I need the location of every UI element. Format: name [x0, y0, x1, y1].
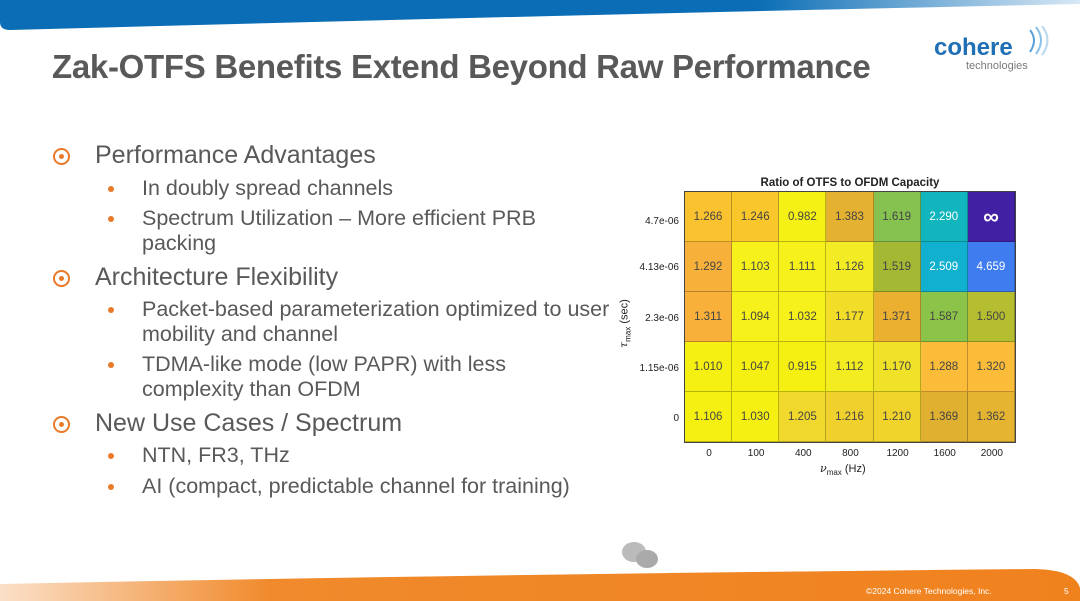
heatmap-cell: 1.094: [732, 292, 780, 342]
sub-bullet: In doubly spread channels: [142, 176, 394, 200]
heatmap-cell: 1.311: [685, 292, 733, 342]
bullet-heading: Performance Advantages: [95, 141, 376, 169]
heatmap-cell: 1.587: [920, 292, 968, 342]
heatmap-cell: 0.982: [779, 192, 827, 242]
signal-waves-icon: [1029, 26, 1049, 56]
heatmap-cell: 1.210: [873, 392, 921, 442]
heatmap-cell: 1.205: [779, 392, 827, 442]
heatmap-cell: 1.619: [873, 192, 921, 242]
chart-title: Ratio of OTFS to OFDM Capacity: [760, 177, 940, 189]
x-tick-label: 2000: [980, 448, 1003, 459]
x-tick-label: 1200: [886, 448, 909, 459]
heatmap-cell: 1.500: [967, 292, 1015, 342]
x-tick-label: 1600: [933, 448, 956, 459]
heatmap-cell: 1.288: [920, 342, 968, 392]
sub-bullet-marker-icon: [108, 216, 114, 222]
heatmap-cell: 1.177: [826, 292, 874, 342]
x-tick-label: 0: [706, 448, 712, 459]
sub-bullet-marker-icon: [108, 453, 114, 459]
heatmap-cell: 1.047: [732, 342, 780, 392]
header-banner: [0, 0, 1080, 30]
heatmap-cell: 1.383: [826, 192, 874, 242]
company-logo: cohere technologies: [934, 26, 1054, 76]
y-tick-label: 0: [673, 413, 679, 424]
page-number: 5: [1064, 586, 1069, 596]
y-tick-label: 4.13e-06: [639, 262, 679, 273]
wechat-watermark-icon: [622, 542, 658, 568]
x-axis-label: νmax (Hz): [820, 462, 866, 478]
heatmap-cell: 0.915: [779, 342, 827, 392]
heatmap-cell: 1.010: [685, 342, 733, 392]
heatmap-cell: 1.216: [826, 392, 874, 442]
heatmap-cell: 1.032: [779, 292, 827, 342]
sub-bullet-marker-icon: [108, 307, 114, 313]
logo-wordmark: cohere: [934, 34, 1013, 61]
heatmap-cell: 1.103: [732, 242, 780, 292]
x-tick-label: 800: [842, 448, 859, 459]
heatmap-cell: ∞: [967, 192, 1015, 242]
heatmap-cell: 1.292: [685, 242, 733, 292]
heatmap-cell: 1.369: [920, 392, 968, 442]
heatmap-cell: 2.290: [920, 192, 968, 242]
bullet-marker-icon: [53, 270, 70, 287]
heatmap-cell: 1.170: [873, 342, 921, 392]
sub-bullet: Packet-based parameterization optimized …: [142, 297, 610, 346]
heatmap-cell: 2.509: [920, 242, 968, 292]
heatmap-cell: 1.266: [685, 192, 733, 242]
heatmap-cell: 1.519: [873, 242, 921, 292]
bullet-marker-icon: [53, 148, 70, 165]
copyright: ©2024 Cohere Technologies, Inc.: [866, 586, 992, 596]
sub-bullet: Spectrum Utilization – More efficient PR…: [142, 206, 536, 255]
sub-bullet-marker-icon: [108, 362, 114, 368]
heatmap-cell: 1.111: [779, 242, 827, 292]
sub-bullet: NTN, FR3, THz: [142, 443, 290, 467]
heatmap-cell: 1.106: [685, 392, 733, 442]
footer-banner: [0, 569, 1080, 601]
heatmap-grid: 1.266 1.246 0.982 1.383 1.619 2.290 ∞ 1.292 1.10…: [684, 191, 1016, 443]
heatmap-cell: 1.362: [967, 392, 1015, 442]
y-tick-label: 2.3e-06: [645, 313, 679, 324]
sub-bullet-marker-icon: [108, 186, 114, 192]
x-tick-label: 400: [794, 448, 812, 459]
y-axis-label: τmax (sec): [617, 299, 633, 348]
logo-tagline: technologies: [966, 60, 1028, 72]
bullet-heading: New Use Cases / Spectrum: [95, 409, 403, 437]
y-tick-label: 1.15e-06: [639, 363, 679, 374]
heatmap-cell: 1.126: [826, 242, 874, 292]
heatmap-cell: 1.246: [732, 192, 780, 242]
heatmap-cell: 1.371: [873, 292, 921, 342]
x-tick-label: 100: [747, 448, 765, 459]
sub-bullet-marker-icon: [108, 484, 114, 490]
y-tick-label: 4.7e-06: [645, 216, 679, 227]
heatmap-cell: 1.030: [732, 392, 780, 442]
bullet-marker-icon: [53, 416, 70, 433]
heatmap-cell: 1.320: [967, 342, 1015, 392]
sub-bullet: AI (compact, predictable channel for tra…: [142, 474, 570, 498]
slide-title: Zak-OTFS Benefits Extend Beyond Raw Perf…: [52, 48, 871, 85]
bullet-heading: Architecture Flexibility: [95, 263, 339, 291]
heatmap-cell: 1.112: [826, 342, 874, 392]
sub-bullet: TDMA-like mode (low PAPR) with less comp…: [142, 352, 506, 401]
heatmap-cell: 4.659: [967, 242, 1015, 292]
